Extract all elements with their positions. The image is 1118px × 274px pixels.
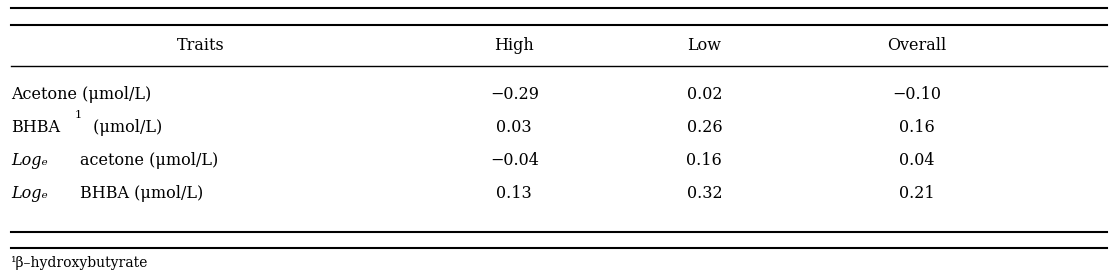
Text: High: High — [494, 37, 534, 54]
Text: 0.02: 0.02 — [686, 86, 722, 103]
Text: 0.16: 0.16 — [899, 119, 935, 136]
Text: Logₑ: Logₑ — [11, 152, 48, 169]
Text: 0.03: 0.03 — [496, 119, 532, 136]
Text: BHBA: BHBA — [11, 119, 60, 136]
Text: 0.32: 0.32 — [686, 185, 722, 202]
Text: −0.04: −0.04 — [490, 152, 539, 169]
Text: Overall: Overall — [888, 37, 946, 54]
Text: Traits: Traits — [178, 37, 225, 54]
Text: Acetone (μmol/L): Acetone (μmol/L) — [11, 86, 151, 103]
Text: Logₑ: Logₑ — [11, 185, 48, 202]
Text: 0.13: 0.13 — [496, 185, 532, 202]
Text: 1: 1 — [75, 110, 82, 120]
Text: 0.04: 0.04 — [899, 152, 935, 169]
Text: (μmol/L): (μmol/L) — [88, 119, 162, 136]
Text: 0.21: 0.21 — [899, 185, 935, 202]
Text: BHBA (μmol/L): BHBA (μmol/L) — [80, 185, 203, 202]
Text: Low: Low — [688, 37, 721, 54]
Text: 0.26: 0.26 — [686, 119, 722, 136]
Text: −0.10: −0.10 — [892, 86, 941, 103]
Text: acetone (μmol/L): acetone (μmol/L) — [80, 152, 219, 169]
Text: ¹β–hydroxybutyrate: ¹β–hydroxybutyrate — [11, 256, 149, 270]
Text: 0.16: 0.16 — [686, 152, 722, 169]
Text: −0.29: −0.29 — [490, 86, 539, 103]
